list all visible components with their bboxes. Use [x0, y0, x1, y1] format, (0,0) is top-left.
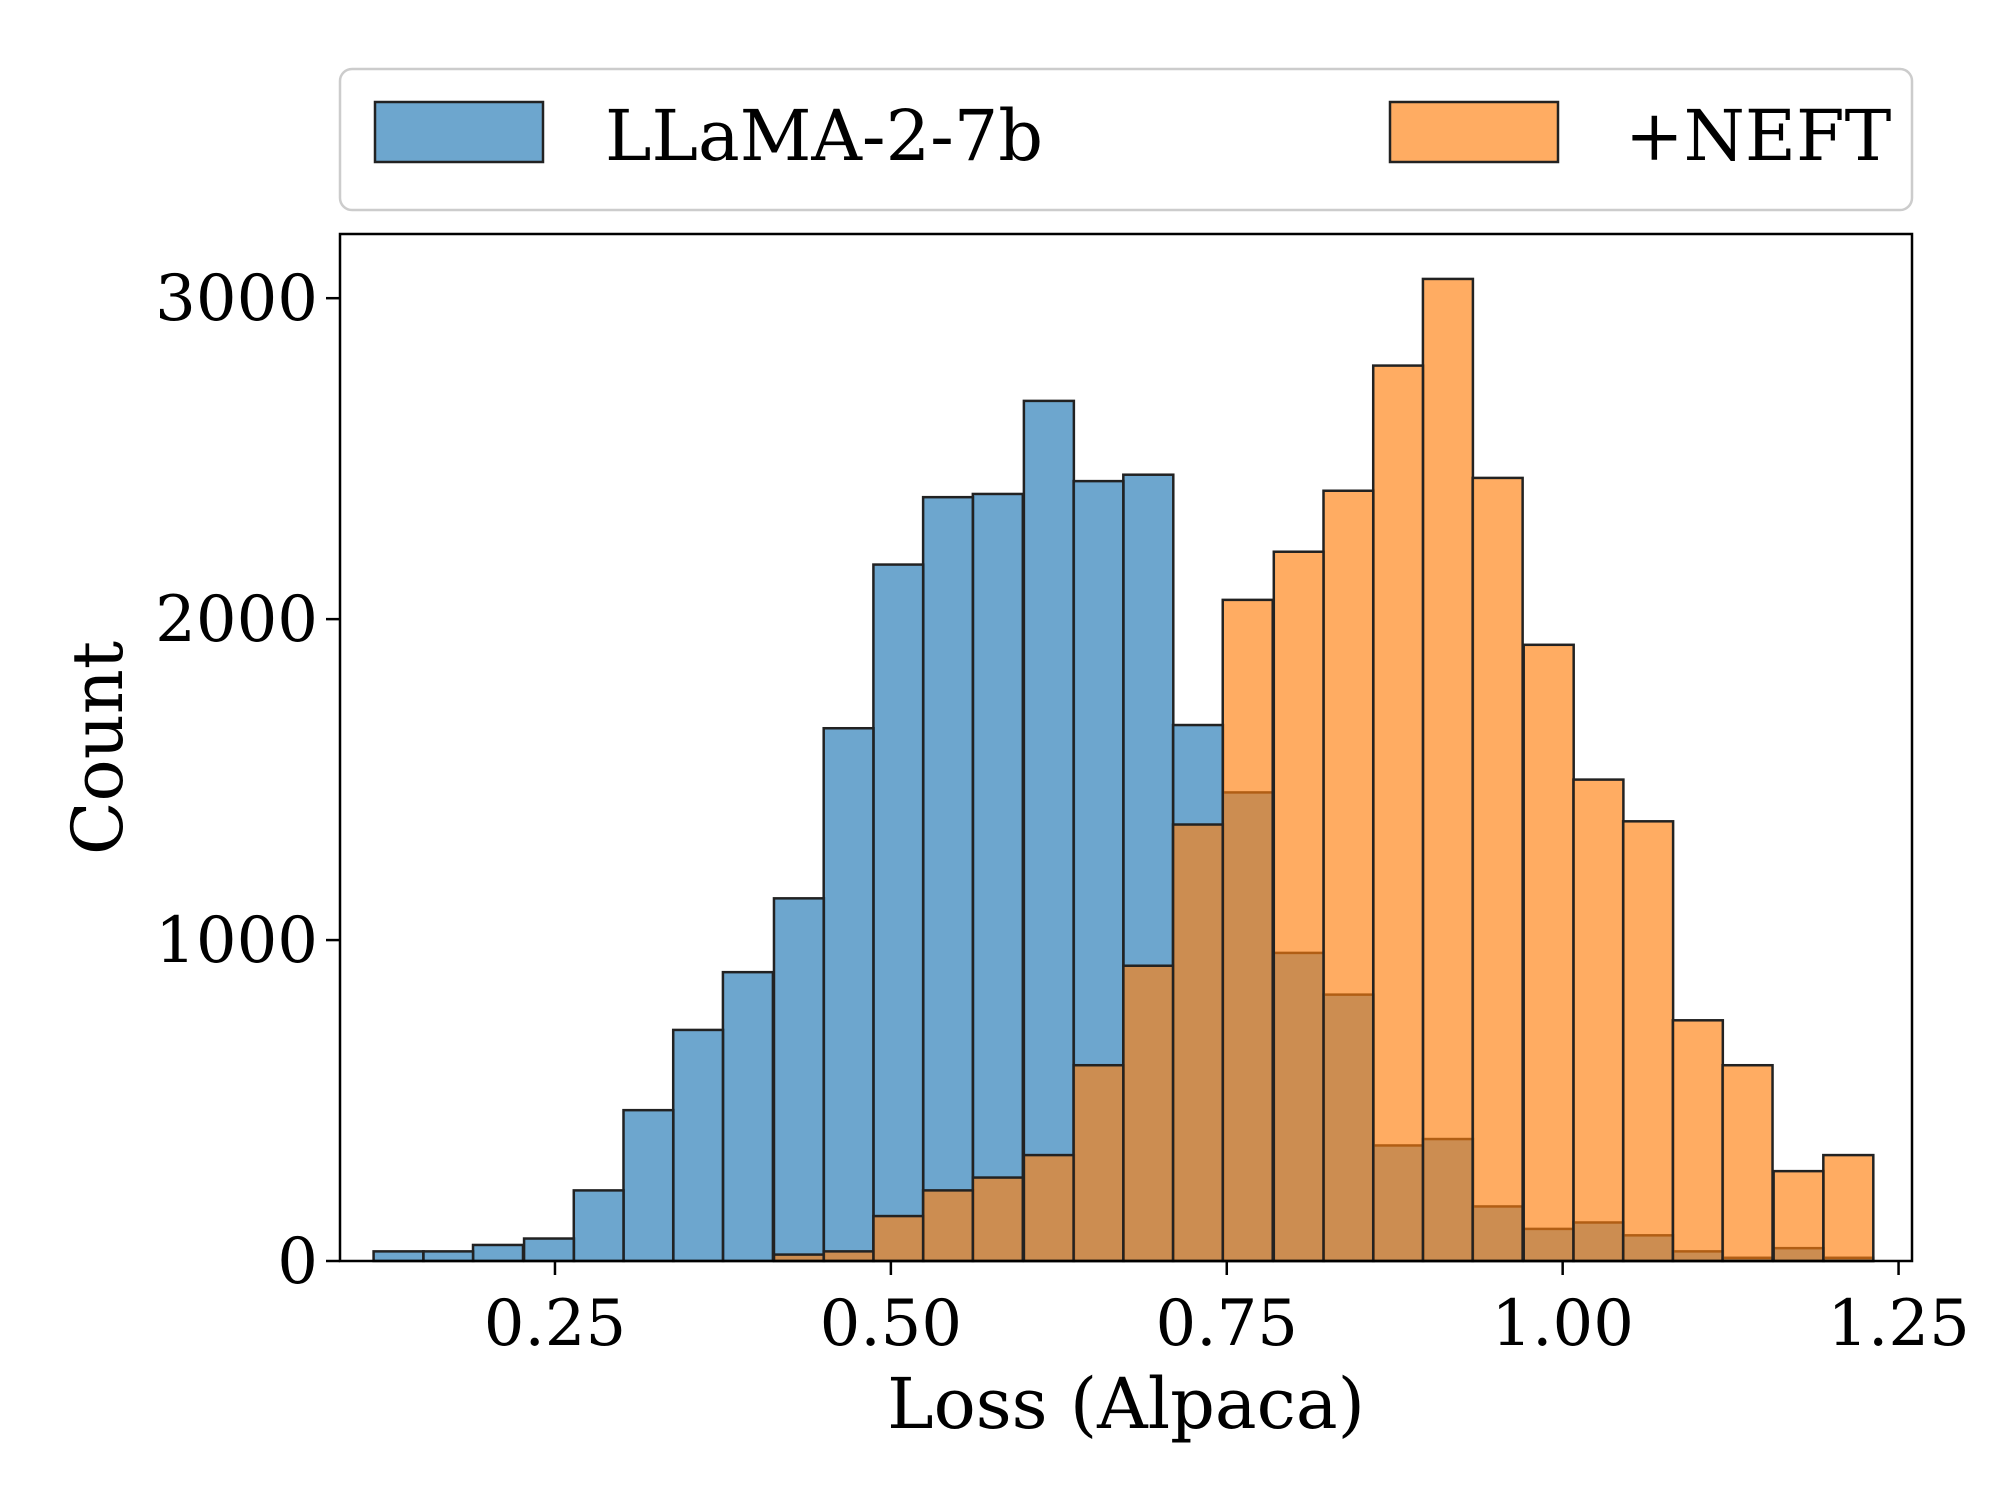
bar-neft-5 [1022, 1153, 1076, 1263]
bar-neft-14 [1471, 476, 1524, 1263]
bar-neft-11 [1322, 489, 1375, 1263]
bar-neft-20 [1772, 1169, 1825, 1263]
bar-neft-16 [1572, 778, 1625, 1263]
bar-llama-2 [471, 1243, 525, 1263]
y-tick-label: 2000 [155, 583, 318, 657]
bar-llama-11 [921, 495, 975, 1263]
bar-neft-1 [822, 1250, 875, 1263]
bar-neft-10 [1272, 550, 1326, 1263]
bar-llama-5 [622, 1108, 675, 1263]
x-axis-label: Loss (Alpaca) [887, 1363, 1365, 1445]
bar-neft-9 [1221, 598, 1274, 1263]
legend-swatch-neft [1388, 100, 1560, 164]
bar-neft-2 [872, 1214, 925, 1263]
bar-llama-0 [372, 1250, 425, 1263]
bar-neft-21 [1822, 1153, 1875, 1263]
y-axis-ticks: 0 1000 2000 3000 [155, 262, 340, 1299]
y-axis-label: Count [57, 641, 139, 855]
bar-llama-7 [721, 970, 775, 1263]
bar-neft-13 [1421, 277, 1475, 1263]
y-tick-label: 1000 [155, 904, 318, 978]
bar-neft-3 [921, 1189, 975, 1263]
x-axis-ticks: 0.25 0.50 0.75 1.00 1.25 [484, 1261, 1970, 1361]
bar-llama-6 [671, 1028, 725, 1263]
bar-llama-1 [422, 1250, 475, 1263]
legend: LLaMA-2-7b +NEFT [338, 67, 1914, 212]
bar-llama-4 [572, 1189, 626, 1263]
bar-llama-3 [522, 1237, 576, 1263]
bar-llama-8 [772, 897, 826, 1263]
plot-frame [338, 232, 1914, 1263]
y-tick-label: 3000 [155, 262, 318, 336]
x-tick-label: 0.75 [1156, 1287, 1299, 1361]
x-tick-label: 0.50 [820, 1287, 963, 1361]
x-tick-label: 1.00 [1491, 1287, 1634, 1361]
bar-neft-8 [1171, 823, 1225, 1263]
legend-swatch-llama [373, 100, 545, 164]
bar-llama-9 [822, 726, 875, 1263]
bars-neft [772, 277, 1875, 1263]
legend-label-neft: +NEFT [1625, 95, 1891, 177]
bar-neft-19 [1721, 1063, 1774, 1263]
y-tick-label: 0 [277, 1225, 318, 1299]
bar-neft-4 [971, 1176, 1025, 1263]
x-tick-label: 0.25 [484, 1287, 627, 1361]
bar-neft-7 [1122, 964, 1175, 1263]
legend-label-llama: LLaMA-2-7b [605, 95, 1043, 177]
bar-neft-6 [1072, 1063, 1125, 1263]
bar-neft-17 [1621, 820, 1675, 1263]
bar-neft-12 [1371, 364, 1425, 1263]
bar-llama-13 [1022, 399, 1076, 1263]
bar-llama-12 [971, 492, 1025, 1263]
bar-neft-15 [1522, 643, 1575, 1263]
x-tick-label: 1.25 [1827, 1287, 1970, 1361]
bar-neft-18 [1671, 1019, 1725, 1263]
bar-llama-10 [872, 563, 925, 1263]
